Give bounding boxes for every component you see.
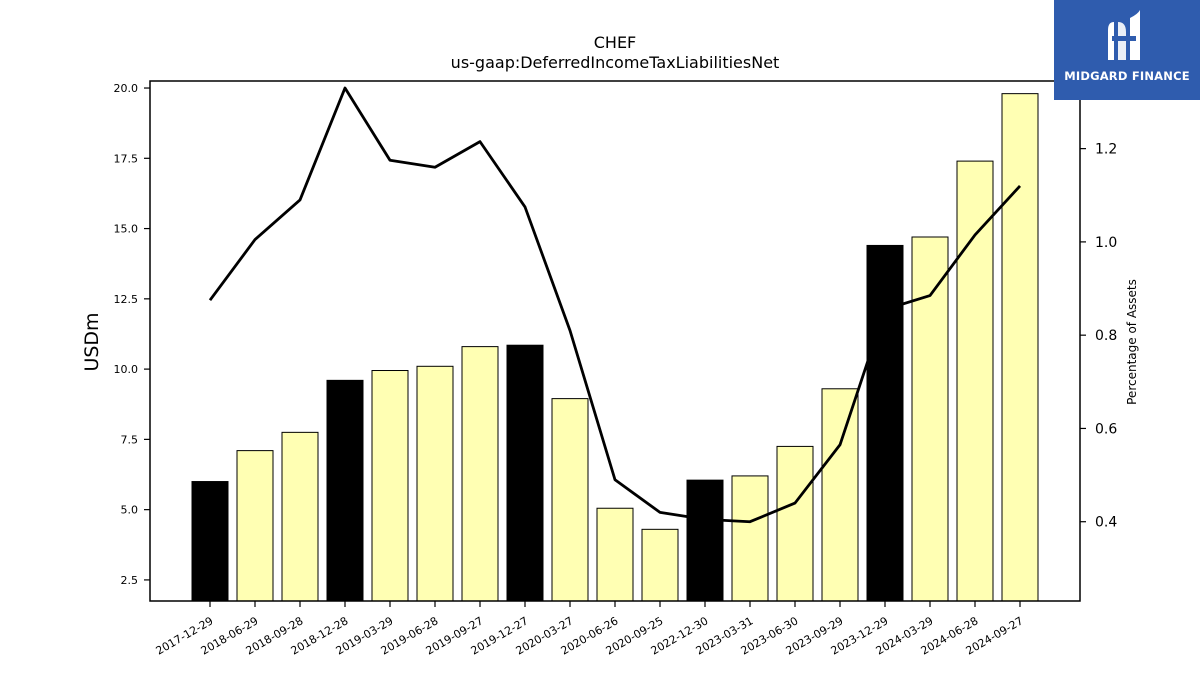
bar-2020-06-26 [596,507,634,602]
bar-2024-09-27 [1001,93,1039,602]
bar-2020-03-27 [551,398,589,602]
y-tick-label: 10.0 [114,363,139,376]
bar-2023-09-29 [821,388,859,602]
y2-tick-label: 0.6 [1095,421,1117,437]
bar-2023-03-31 [731,475,769,602]
y2-axis-label: Percentage of Assets [1125,279,1139,405]
bar-2019-06-28 [416,365,454,602]
y-tick-label: 17.5 [114,152,139,165]
bar-2024-06-28 [956,160,994,602]
bar-2019-03-29 [371,370,409,602]
bar-2018-09-28 [281,431,319,602]
bar-2017-12-29 [191,481,229,602]
y-tick-label: 5.0 [121,504,139,517]
y-tick-label: 7.5 [121,433,139,446]
brand-logo: MIDGARD FINANCE [1054,0,1200,100]
bar-2023-12-29 [866,244,904,602]
bar-2019-09-27 [461,346,499,602]
bar-2019-12-27 [506,344,544,602]
y-axis-label: USDm [81,312,103,371]
bar-2023-06-30 [776,445,814,602]
bar-2018-12-28 [326,379,364,602]
midgard-logo-icon [1108,10,1140,60]
line-series [208,86,1022,524]
y2-tick-label: 0.4 [1095,515,1117,531]
y2-tick-label: 0.8 [1095,328,1117,344]
bar-2024-03-29 [911,236,949,602]
bar-2020-09-25 [641,528,679,602]
bar-2018-06-29 [236,450,274,602]
brand-name: MIDGARD FINANCE [1064,69,1190,83]
bar-2022-12-30 [686,479,724,602]
y-tick-label: 20.0 [114,82,139,95]
y2-tick-label: 1.0 [1095,235,1117,251]
y-tick-label: 15.0 [114,223,139,236]
chart-subtitle: us-gaap:DeferredIncomeTaxLiabilitiesNet [451,53,780,72]
line-percentage-of-assets [208,86,1022,524]
y-tick-label: 12.5 [114,293,139,306]
chart-title: CHEF [594,33,637,52]
bar-series [191,93,1039,602]
y-tick-label: 2.5 [121,574,139,587]
y2-tick-label: 1.2 [1095,142,1117,158]
